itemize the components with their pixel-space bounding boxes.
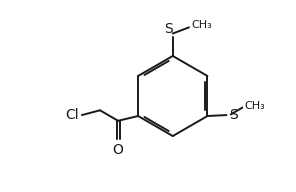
Text: S: S [229, 108, 238, 122]
Text: Cl: Cl [65, 108, 79, 122]
Text: CH₃: CH₃ [191, 21, 212, 31]
Text: CH₃: CH₃ [244, 101, 266, 111]
Text: S: S [165, 22, 173, 36]
Text: O: O [113, 143, 123, 157]
